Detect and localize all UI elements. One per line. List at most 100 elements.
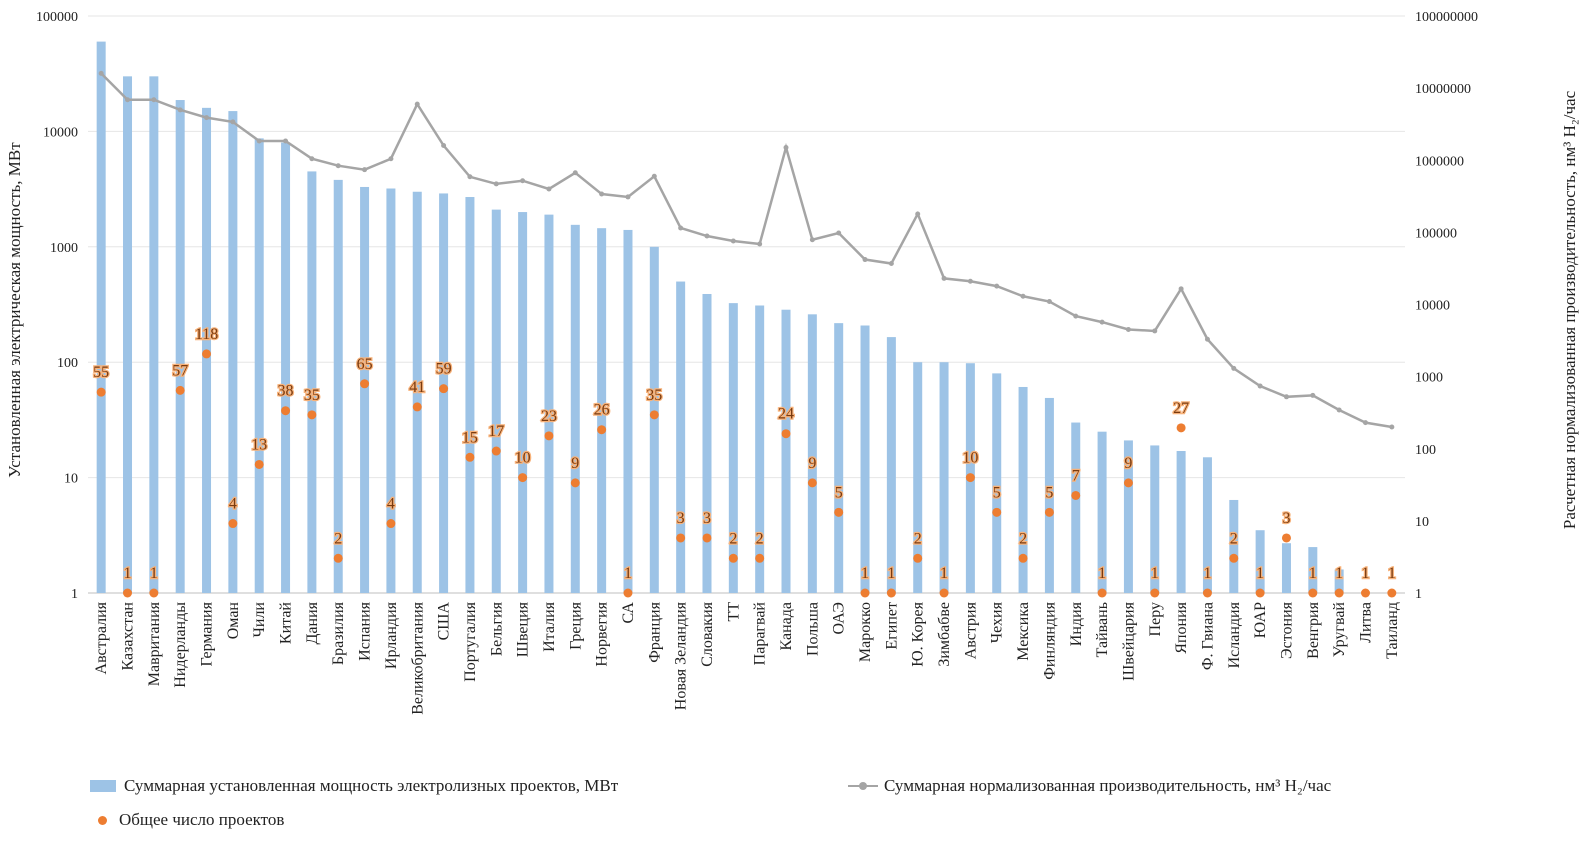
x-tick-label: Бразилия [330,601,347,665]
line-point [783,145,789,151]
project-count-label: 55 [93,364,109,381]
y-tick-label: 1 [71,587,78,602]
line-point [520,178,526,184]
line-point [994,283,1000,289]
x-tick-label: Египет [883,602,900,650]
project-count-point [544,431,554,441]
project-count-point [834,507,844,517]
bar [702,293,712,593]
project-count-label: 26 [594,402,610,419]
y2-tick-label: 100000000 [1415,10,1478,25]
bar [1176,451,1186,593]
x-tick-label: Бельгия [488,601,505,656]
bar [649,246,659,594]
bar [465,197,475,593]
project-count-label: 118 [195,326,218,343]
project-count-label: 57 [172,362,188,379]
line-point [704,233,710,239]
project-count-label: 15 [462,429,478,446]
project-count-label: 35 [646,387,662,404]
x-tick-label: Нидерланды [172,602,189,688]
x-tick-label: Ф. Гвиана [1199,602,1216,670]
project-count-label: 17 [488,423,504,440]
x-tick-label: Великобритания [409,601,426,714]
line-point [836,230,842,236]
project-count-point [123,588,133,598]
project-count-point [755,553,765,563]
line-point [256,138,262,144]
line-point [915,211,921,217]
x-tick-label: Индия [1068,601,1085,646]
project-count-label: 1 [1098,565,1106,582]
project-count-point [886,588,896,598]
project-count-point [1097,588,1107,598]
x-tick-label: Чехия [989,601,1006,643]
legend-label: Суммарная нормализованная производительн… [884,776,1332,795]
project-count-point [623,588,633,598]
project-count-point [1308,588,1318,598]
legend-dot-swatch [98,815,107,825]
line-point [809,237,815,243]
bar [1202,457,1212,593]
line-point [1231,365,1237,371]
line-point [730,238,736,244]
line-point [1073,313,1079,319]
project-count-point [1387,588,1397,598]
line-point [1020,293,1026,299]
line-point [1152,328,1158,334]
bar [886,337,896,593]
project-count-point [465,452,475,462]
bar [755,305,765,593]
project-count-label: 38 [278,383,294,400]
project-count-point [149,588,159,598]
line-point [967,278,973,284]
x-tick-label: Польша [804,602,821,656]
bar [834,323,844,593]
legend-label: Суммарная установленная мощность электро… [124,776,619,795]
bar [1334,569,1344,593]
line-point [467,174,473,180]
bar [412,191,422,593]
project-count-label: 3 [1282,510,1290,527]
bar [491,209,501,593]
x-tick-label: СА [620,602,637,624]
y2-tick-label: 10 [1415,515,1429,530]
bar [1018,386,1028,593]
y-tick-label: 100 [57,356,78,371]
project-count-label: 1 [1361,565,1369,582]
project-count-point [175,385,185,395]
bar [360,186,370,593]
project-count-label: 5 [993,484,1001,501]
legend-bar-swatch [90,780,116,792]
line-point [204,115,210,121]
x-tick-label: Греция [567,601,584,649]
line-point [625,194,631,200]
project-count-label: 3 [677,510,685,527]
project-count-label: 5 [1045,484,1053,501]
project-count-point [281,406,291,416]
bar [228,111,238,593]
line-point [1257,383,1263,389]
bar [807,314,817,593]
x-tick-label: ЮАР [1252,602,1269,638]
x-tick-label: Перу [1147,602,1164,636]
project-count-point [333,553,343,563]
y-tick-label: 10000 [43,125,78,140]
bar [913,362,923,593]
x-tick-label: Таиланд [1384,602,1401,659]
line-point [1389,424,1395,430]
project-count-point [307,410,317,420]
project-count-label: 27 [1173,400,1189,417]
line-point [888,261,894,267]
project-count-label: 4 [387,496,395,513]
bar [781,309,791,593]
legend-line-swatch [848,782,878,790]
line-point [862,257,868,263]
project-count-label: 9 [1124,455,1132,472]
x-tick-label: Эстония [1278,601,1295,659]
x-tick-label: Германия [199,601,216,666]
x-tick-label: Испания [357,601,374,660]
y-axis-right-title: Расчетная нормализованная производительн… [1560,90,1579,530]
x-tick-label: Чили [251,602,268,638]
project-count-point [728,553,738,563]
